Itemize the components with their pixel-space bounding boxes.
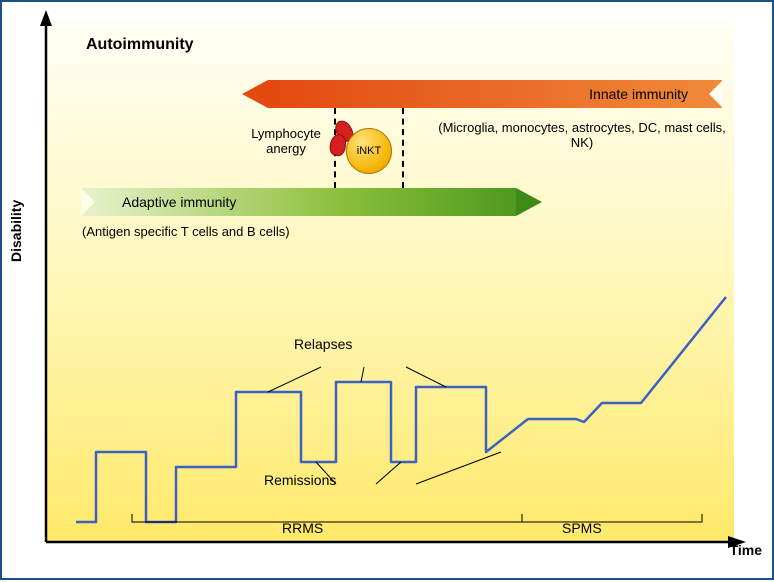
phase-label-rrms: RRMS (282, 520, 323, 536)
figure-frame: Disability Time Autoimmunity Innate immu… (0, 0, 774, 580)
disease-course-svg (46, 22, 734, 542)
relapses-label: Relapses (294, 336, 352, 352)
y-axis-label: Disability (8, 200, 24, 262)
phase-label-spms: SPMS (562, 520, 602, 536)
x-axis-label: Time (730, 542, 762, 558)
remission-connectors (316, 452, 501, 484)
disease-course-line (76, 297, 726, 522)
remissions-label: Remissions (264, 472, 336, 488)
